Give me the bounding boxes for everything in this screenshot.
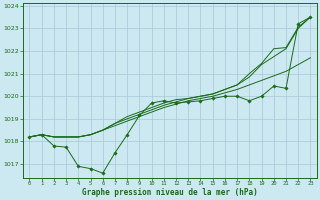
X-axis label: Graphe pression niveau de la mer (hPa): Graphe pression niveau de la mer (hPa) <box>82 188 258 197</box>
